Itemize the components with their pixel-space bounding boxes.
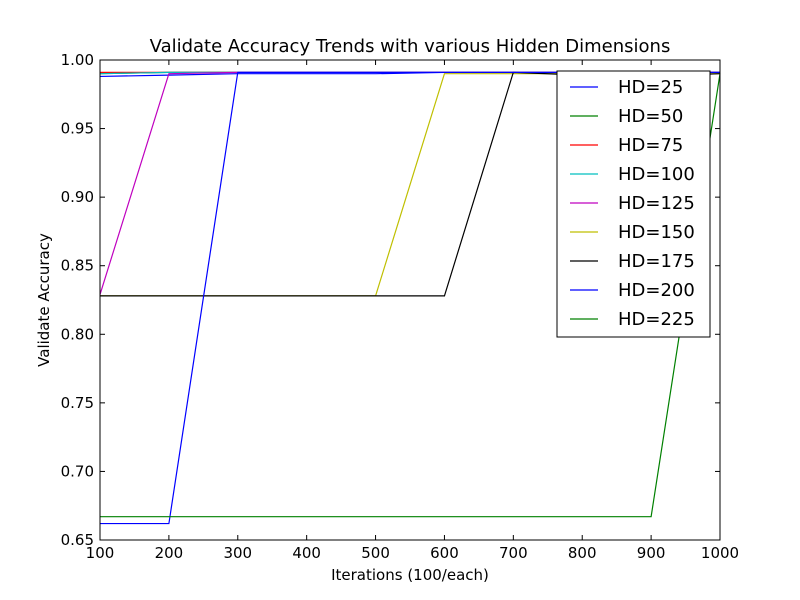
x-axis-title: Iterations (100/each) bbox=[331, 566, 489, 584]
legend-label: HD=225 bbox=[618, 309, 695, 330]
x-tick-label: 600 bbox=[430, 544, 459, 562]
y-tick-label: 0.85 bbox=[61, 257, 94, 275]
y-axis-title: Validate Accuracy bbox=[35, 233, 53, 367]
legend: HD=25 HD=50 HD=75 HD=100 HD=125 HD=150 HD=175 H… bbox=[556, 70, 711, 338]
legend-frame bbox=[556, 70, 711, 338]
legend-label: HD=150 bbox=[618, 222, 695, 243]
axis-ticks: 100 200 300 400 500 600 700 800 900 1000 0.65 0.70 0… bbox=[61, 51, 740, 562]
y-tick-label: 0.95 bbox=[61, 120, 94, 138]
x-tick-label: 700 bbox=[499, 544, 528, 562]
x-tick-label: 900 bbox=[637, 544, 666, 562]
x-tick-label: 800 bbox=[568, 544, 597, 562]
chart-title: Validate Accuracy Trends with various Hi… bbox=[150, 36, 671, 57]
legend-label: HD=100 bbox=[618, 164, 695, 185]
legend-label: HD=175 bbox=[618, 251, 695, 272]
legend-label: HD=125 bbox=[618, 193, 695, 214]
x-tick-label: 400 bbox=[292, 544, 321, 562]
x-tick-label: 100 bbox=[86, 544, 115, 562]
legend-label: HD=25 bbox=[618, 77, 683, 98]
x-tick-label: 1000 bbox=[701, 544, 739, 562]
plot-frame bbox=[99, 59, 721, 541]
series-line-8 bbox=[100, 73, 721, 518]
legend-label: HD=75 bbox=[618, 135, 683, 156]
plot-lines bbox=[99, 71, 721, 525]
y-tick-label: 0.75 bbox=[61, 394, 94, 412]
y-tick-label: 0.65 bbox=[61, 531, 94, 549]
y-tick-label: 1.00 bbox=[61, 51, 94, 69]
legend-label: HD=50 bbox=[618, 106, 683, 127]
legend-label: HD=200 bbox=[618, 280, 695, 301]
y-tick-label: 0.80 bbox=[61, 325, 94, 343]
x-tick-label: 300 bbox=[223, 544, 252, 562]
x-tick-label: 500 bbox=[361, 544, 390, 562]
y-tick-label: 0.90 bbox=[61, 188, 94, 206]
x-tick-label: 200 bbox=[155, 544, 184, 562]
y-tick-label: 0.70 bbox=[61, 462, 94, 480]
